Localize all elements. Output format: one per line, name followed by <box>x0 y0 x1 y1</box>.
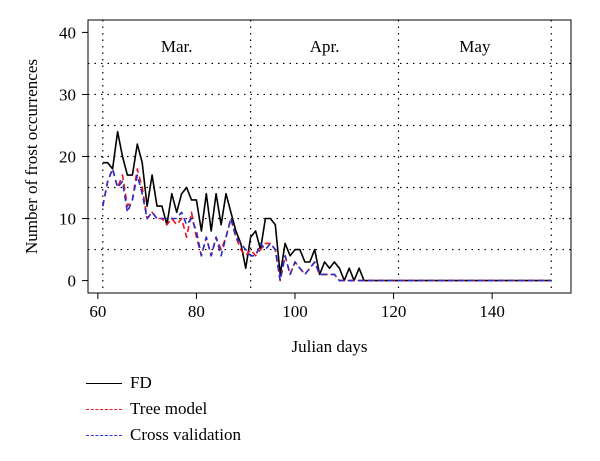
x-tick-label: 60 <box>89 302 106 321</box>
month-label: May <box>459 37 491 56</box>
grid-layer <box>88 62 571 251</box>
x-tick-label: 80 <box>188 302 205 321</box>
y-tick-label: 20 <box>59 148 76 167</box>
series-line-cross-validation <box>102 168 552 282</box>
x-tick-label: 100 <box>282 302 308 321</box>
month-label: Mar. <box>161 37 193 56</box>
x-axis-label: Julian days <box>291 337 367 356</box>
legend-swatch-fd <box>86 382 122 384</box>
legend-label-tree-model: Tree model <box>130 399 208 418</box>
legend-swatch-cross-validation <box>86 434 122 436</box>
y-tick-label: 10 <box>59 210 76 229</box>
series-layer <box>102 130 552 282</box>
y-tick-label: 30 <box>59 85 76 104</box>
legend-item-tree-model: Tree model <box>86 396 241 422</box>
legend-label-cross-validation: Cross validation <box>130 425 241 444</box>
y-tick-label: 0 <box>68 272 77 291</box>
legend-item-fd: FD <box>86 370 241 396</box>
legend-swatch-tree-model <box>86 408 122 410</box>
series-line-fd <box>102 130 552 282</box>
x-axis: 60 80 100 120 140 <box>89 293 505 321</box>
legend-label-fd: FD <box>130 373 152 392</box>
y-axis: 0 10 20 30 40 <box>59 23 88 291</box>
legend: FD Tree model Cross validation <box>86 370 241 448</box>
month-label-layer: Mar. Apr. May <box>161 37 491 56</box>
month-boundary-layer <box>102 20 552 293</box>
x-tick-label: 140 <box>479 302 505 321</box>
y-tick-label: 40 <box>59 23 76 42</box>
month-label: Apr. <box>310 37 340 56</box>
legend-item-cross-validation: Cross validation <box>86 422 241 448</box>
y-axis-label: Number of frost occurrences <box>22 59 41 254</box>
x-tick-label: 120 <box>381 302 407 321</box>
